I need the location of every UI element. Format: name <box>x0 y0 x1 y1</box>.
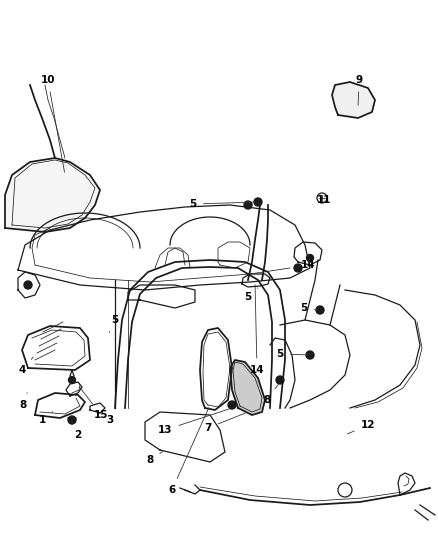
Text: 4: 4 <box>18 357 33 375</box>
Text: 1: 1 <box>39 411 53 425</box>
Text: 9: 9 <box>356 75 363 105</box>
Text: 6: 6 <box>168 408 209 495</box>
Text: 13: 13 <box>158 409 230 435</box>
Text: 14: 14 <box>301 260 315 270</box>
Text: 8: 8 <box>19 393 27 410</box>
Text: 15: 15 <box>80 387 108 420</box>
Text: 5: 5 <box>189 199 255 209</box>
Polygon shape <box>332 82 375 118</box>
Circle shape <box>254 198 262 206</box>
Circle shape <box>294 264 302 272</box>
Text: 2: 2 <box>72 422 81 440</box>
Text: 10: 10 <box>41 75 64 172</box>
Circle shape <box>244 201 252 209</box>
Polygon shape <box>230 360 265 415</box>
Text: 8: 8 <box>263 384 279 405</box>
Text: 8: 8 <box>146 451 162 465</box>
Circle shape <box>306 351 314 359</box>
Text: 3: 3 <box>97 411 113 425</box>
Circle shape <box>307 254 314 262</box>
Circle shape <box>24 281 32 289</box>
Text: 5: 5 <box>244 288 258 302</box>
Text: 5: 5 <box>300 303 317 313</box>
Circle shape <box>228 401 236 409</box>
Text: 7: 7 <box>204 413 245 433</box>
Polygon shape <box>5 158 100 232</box>
Text: 5: 5 <box>109 315 119 333</box>
Circle shape <box>68 416 76 424</box>
Text: 11: 11 <box>317 195 331 205</box>
Circle shape <box>316 306 324 314</box>
Text: 14: 14 <box>250 285 264 375</box>
Circle shape <box>276 376 284 384</box>
Text: 12: 12 <box>347 420 375 434</box>
Text: 5: 5 <box>276 349 307 359</box>
Circle shape <box>68 376 75 384</box>
